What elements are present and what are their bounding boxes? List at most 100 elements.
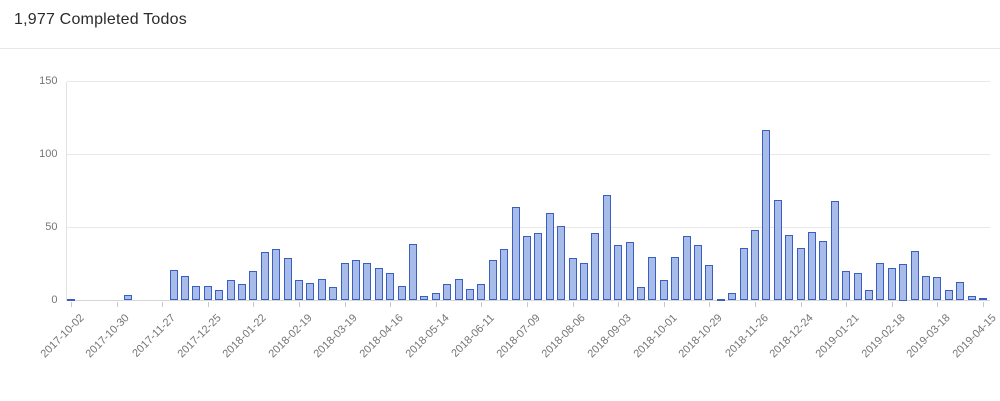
bar[interactable]: [306, 282, 315, 301]
bar[interactable]: [511, 207, 520, 301]
gridline-y-100: [66, 154, 990, 155]
bar[interactable]: [865, 290, 873, 301]
x-axis-label: 2018-05-14: [403, 311, 452, 360]
bar[interactable]: [295, 280, 303, 301]
bar[interactable]: [466, 288, 474, 301]
bar[interactable]: [340, 262, 349, 301]
bar[interactable]: [944, 290, 953, 301]
bar[interactable]: [203, 285, 212, 301]
bar[interactable]: [374, 268, 383, 301]
bar[interactable]: [192, 285, 201, 301]
x-axis-tick: [572, 301, 574, 307]
bar[interactable]: [922, 275, 930, 301]
bar[interactable]: [317, 278, 326, 301]
bar[interactable]: [409, 243, 417, 301]
x-axis-tick: [891, 301, 893, 307]
bar[interactable]: [876, 262, 885, 301]
bar[interactable]: [523, 236, 531, 301]
x-axis-tick: [983, 301, 984, 307]
bar[interactable]: [215, 290, 224, 301]
bar[interactable]: [762, 129, 771, 301]
bar[interactable]: [386, 272, 395, 301]
header-divider: [0, 48, 1000, 49]
completed-todos-bar-chart: 0 50 100 150 2017-10-02 2017-10-30 2017-11-27 2…: [0, 49, 1000, 401]
y-axis-line: [66, 81, 67, 301]
y-axis-label: 100: [39, 148, 58, 160]
bar[interactable]: [910, 250, 919, 301]
bar[interactable]: [682, 236, 691, 301]
bar[interactable]: [773, 199, 782, 301]
x-axis-tick: [618, 301, 620, 307]
bar[interactable]: [226, 280, 235, 301]
x-axis-label: 2018-07-09: [494, 311, 543, 360]
x-axis-tick: [344, 301, 346, 307]
bar[interactable]: [272, 249, 281, 301]
bar[interactable]: [283, 258, 292, 301]
bar[interactable]: [580, 262, 588, 301]
bar[interactable]: [648, 256, 657, 301]
x-axis-tick: [527, 301, 528, 307]
bar[interactable]: [568, 258, 577, 301]
bar[interactable]: [819, 240, 828, 301]
x-axis-label: 2018-10-01: [631, 311, 680, 360]
bar[interactable]: [967, 296, 976, 301]
y-axis-label: 50: [45, 221, 58, 233]
x-axis-label: 2019-04-15: [950, 311, 999, 360]
bar[interactable]: [637, 287, 645, 301]
bar[interactable]: [454, 278, 463, 301]
bar[interactable]: [500, 249, 509, 301]
page-title: 1,977 Completed Todos: [14, 11, 187, 28]
x-axis-label: 2018-04-16: [357, 311, 406, 360]
bar[interactable]: [979, 297, 987, 301]
bar[interactable]: [694, 245, 702, 301]
x-axis-tick: [162, 301, 164, 307]
bar[interactable]: [614, 245, 623, 301]
bar[interactable]: [751, 230, 759, 301]
x-axis-tick: [663, 301, 665, 307]
x-axis-label: 2018-11-26: [722, 311, 771, 360]
bar[interactable]: [352, 259, 360, 301]
bar[interactable]: [443, 284, 452, 301]
bar[interactable]: [249, 271, 258, 301]
x-axis-label: 2019-02-18: [859, 311, 908, 360]
bar[interactable]: [887, 268, 896, 301]
x-axis-label: 2018-03-19: [311, 311, 361, 360]
bar[interactable]: [67, 299, 75, 301]
bar[interactable]: [169, 269, 178, 301]
bar[interactable]: [397, 285, 406, 301]
bar[interactable]: [591, 233, 600, 301]
bar[interactable]: [808, 231, 816, 301]
bar[interactable]: [728, 293, 737, 301]
bar[interactable]: [181, 275, 189, 301]
bar[interactable]: [739, 247, 748, 301]
bar[interactable]: [431, 293, 440, 301]
bar[interactable]: [716, 299, 725, 301]
bar[interactable]: [625, 242, 634, 301]
bar[interactable]: [956, 281, 965, 301]
bar[interactable]: [329, 287, 338, 301]
bar[interactable]: [671, 256, 680, 301]
bar[interactable]: [545, 212, 554, 301]
bar[interactable]: [363, 262, 372, 301]
x-axis-label: 2018-10-29: [676, 311, 725, 360]
x-axis-tick: [116, 301, 118, 307]
bar[interactable]: [534, 233, 543, 301]
bar[interactable]: [602, 195, 611, 301]
bar[interactable]: [488, 259, 497, 301]
bar[interactable]: [477, 284, 486, 301]
bar[interactable]: [853, 272, 862, 301]
bar[interactable]: [796, 247, 805, 301]
bar[interactable]: [785, 234, 794, 301]
bar[interactable]: [659, 280, 668, 301]
bar[interactable]: [899, 264, 908, 301]
bar[interactable]: [420, 296, 429, 301]
bar[interactable]: [260, 252, 269, 301]
bar[interactable]: [238, 284, 246, 301]
x-axis-tick: [481, 301, 483, 307]
bar[interactable]: [830, 201, 839, 301]
bar[interactable]: [124, 294, 132, 301]
bar[interactable]: [933, 277, 942, 301]
bar[interactable]: [557, 226, 566, 301]
bar[interactable]: [705, 265, 714, 301]
bar[interactable]: [842, 271, 851, 301]
